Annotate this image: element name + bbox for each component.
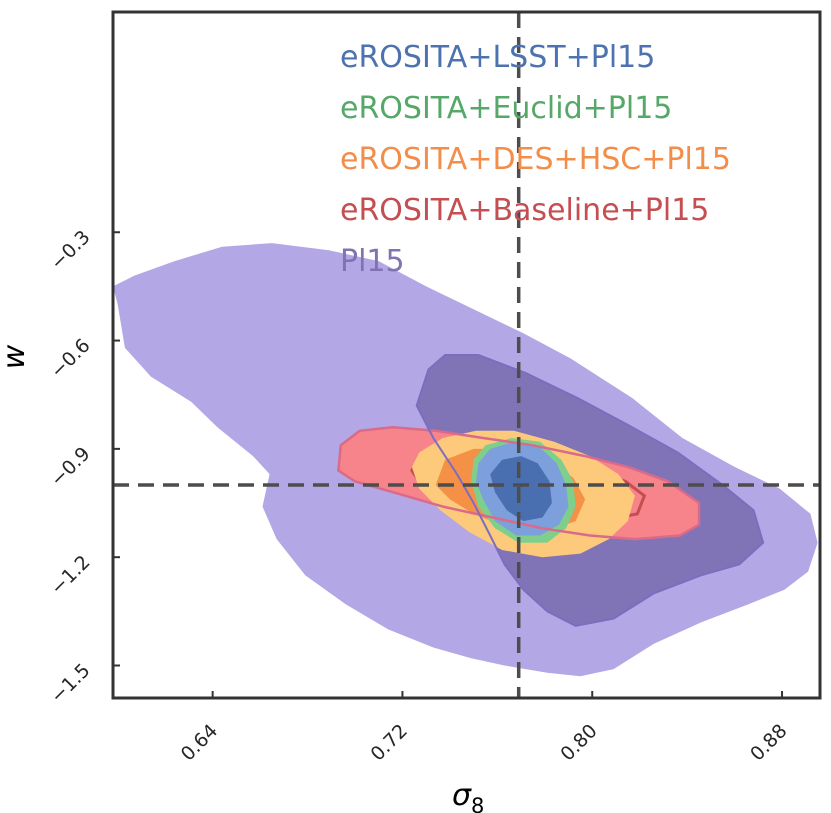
legend: eROSITA+LSST+Pl15 eROSITA+Euclid+Pl15 eROS…	[340, 40, 731, 279]
legend-entry: eROSITA+DES+HSC+Pl15	[340, 142, 731, 177]
y-tick-label: −0.3	[46, 226, 94, 274]
baseline-outer-outline	[337, 425, 701, 541]
plot-frame	[111, 10, 822, 700]
y-tick-label: −1.2	[46, 551, 94, 599]
x-tick-label: 0.72	[367, 720, 412, 765]
x-tick-label: 0.80	[556, 720, 601, 765]
x-axis-label-subscript: 8	[471, 794, 484, 813]
lsst-inner-contour	[490, 456, 552, 522]
x-tick-label: 0.88	[746, 720, 791, 765]
legend-entry: eROSITA+LSST+Pl15	[340, 40, 655, 75]
legend-entry: eROSITA+Euclid+Pl15	[340, 91, 672, 126]
y-tick-label: −0.9	[46, 443, 94, 491]
y-tick-label: −1.5	[46, 659, 94, 707]
y-axis-label: w	[0, 344, 32, 369]
x-axis-label: σ8	[452, 778, 484, 813]
pl15-inner-outline	[415, 354, 765, 627]
fiducial-lines	[113, 12, 820, 698]
legend-entry: eROSITA+Baseline+Pl15	[340, 193, 709, 228]
x-tick-label: 0.64	[177, 720, 222, 765]
legend-entry: Pl15	[340, 244, 405, 279]
contour-layer	[113, 243, 818, 677]
y-tick-label: −0.6	[46, 335, 94, 383]
